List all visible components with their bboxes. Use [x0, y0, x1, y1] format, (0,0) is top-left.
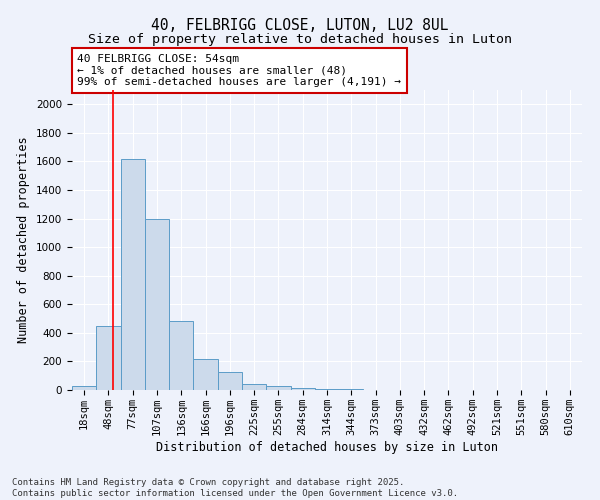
Bar: [339, 388, 364, 390]
Text: Contains HM Land Registry data © Crown copyright and database right 2025.
Contai: Contains HM Land Registry data © Crown c…: [12, 478, 458, 498]
Bar: [266, 386, 290, 390]
Bar: [193, 360, 218, 390]
Text: 40, FELBRIGG CLOSE, LUTON, LU2 8UL: 40, FELBRIGG CLOSE, LUTON, LU2 8UL: [151, 18, 449, 32]
Bar: [315, 388, 339, 390]
Bar: [242, 384, 266, 390]
X-axis label: Distribution of detached houses by size in Luton: Distribution of detached houses by size …: [156, 440, 498, 454]
Bar: [121, 158, 145, 390]
Text: Size of property relative to detached houses in Luton: Size of property relative to detached ho…: [88, 32, 512, 46]
Bar: [96, 326, 121, 390]
Bar: [72, 386, 96, 390]
Bar: [169, 322, 193, 390]
Y-axis label: Number of detached properties: Number of detached properties: [17, 136, 31, 344]
Text: 40 FELBRIGG CLOSE: 54sqm
← 1% of detached houses are smaller (48)
99% of semi-de: 40 FELBRIGG CLOSE: 54sqm ← 1% of detache…: [77, 54, 401, 87]
Bar: [218, 372, 242, 390]
Bar: [290, 388, 315, 390]
Bar: [145, 218, 169, 390]
